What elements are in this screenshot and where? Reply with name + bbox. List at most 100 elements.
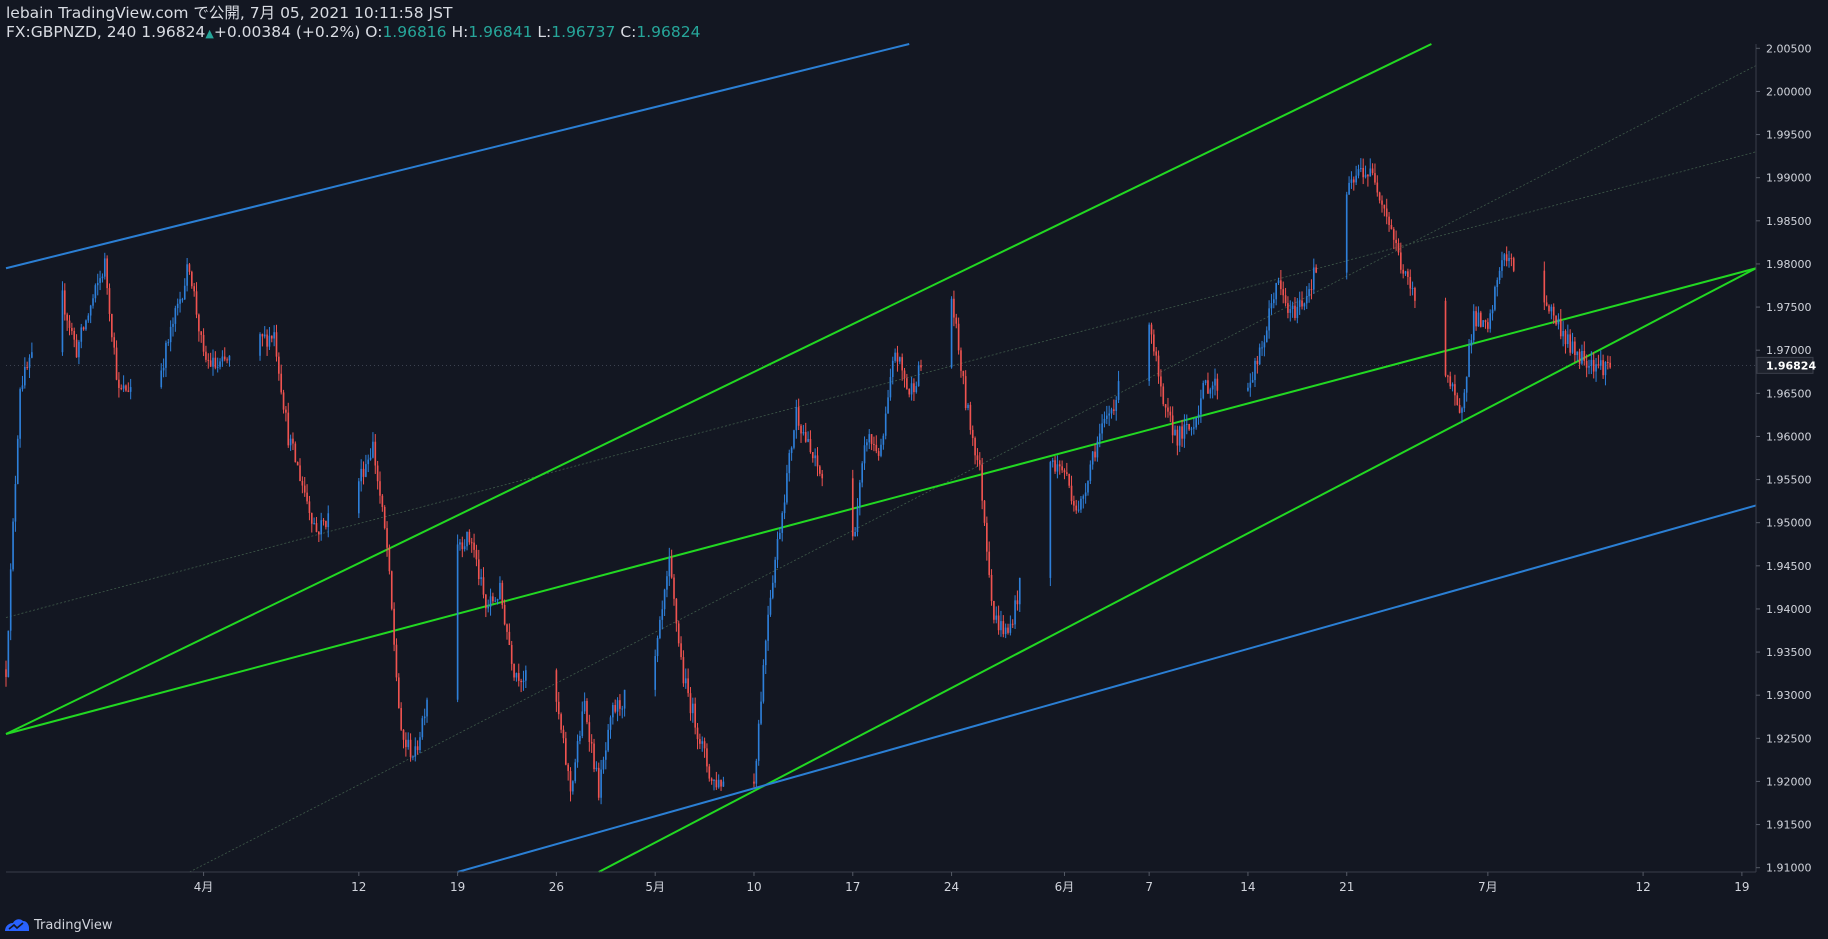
candle-body bbox=[703, 741, 706, 749]
candle-body bbox=[299, 465, 301, 481]
candle-body bbox=[1348, 182, 1350, 195]
blue-trendline[interactable] bbox=[5, 43, 910, 270]
candle-body bbox=[1280, 280, 1282, 290]
candle-body bbox=[997, 615, 1000, 631]
candle-body bbox=[477, 559, 480, 580]
candle-body bbox=[814, 455, 816, 459]
candle-body bbox=[1150, 324, 1153, 335]
candle-body bbox=[14, 483, 17, 522]
candle-body bbox=[85, 320, 87, 330]
candle-body bbox=[1482, 320, 1484, 327]
candle-body bbox=[903, 370, 906, 379]
ohlc-line: FX:GBPNZD, 240 1.96824▲+0.00384 (+0.2%) … bbox=[6, 23, 700, 43]
plot-area[interactable] bbox=[6, 44, 1756, 872]
candle-body bbox=[513, 663, 515, 678]
candle-body bbox=[1390, 224, 1393, 230]
candle-body bbox=[487, 606, 490, 609]
candle-body bbox=[1073, 501, 1075, 506]
candle-body bbox=[950, 298, 953, 368]
candle-body bbox=[1091, 451, 1094, 465]
candle-body bbox=[103, 258, 106, 277]
candle-body bbox=[1588, 365, 1590, 368]
candle-body bbox=[797, 407, 800, 426]
candle-body bbox=[362, 468, 365, 477]
candle-body bbox=[908, 388, 911, 395]
candle-body bbox=[851, 478, 854, 537]
candle-body bbox=[696, 727, 699, 740]
candle-body bbox=[913, 383, 915, 393]
candle-body bbox=[616, 700, 619, 712]
time-tick-label: 24 bbox=[944, 880, 959, 894]
candle-body bbox=[1496, 280, 1499, 288]
candle-body bbox=[183, 285, 186, 300]
price-tick-label: 1.94000 bbox=[1766, 603, 1812, 616]
candle-body bbox=[296, 462, 299, 466]
candle-body bbox=[779, 532, 781, 540]
candle-body bbox=[1350, 179, 1353, 183]
candle-body bbox=[1552, 306, 1555, 316]
candle-body bbox=[120, 387, 123, 389]
candle-body bbox=[621, 708, 624, 710]
candle-body bbox=[1305, 296, 1308, 304]
candle-body bbox=[1108, 413, 1110, 416]
candle-body bbox=[699, 739, 701, 744]
candle-body bbox=[489, 596, 492, 607]
candle-body bbox=[715, 779, 718, 788]
candle-body bbox=[1411, 288, 1414, 290]
candle-body bbox=[694, 703, 697, 728]
green-trendline[interactable] bbox=[5, 43, 1432, 735]
price-tick-label: 1.94500 bbox=[1766, 560, 1812, 573]
candle-body bbox=[971, 429, 974, 439]
candle-body bbox=[188, 264, 191, 272]
last-price-label: 1.96824 bbox=[1766, 359, 1816, 372]
candle-body bbox=[1364, 174, 1367, 178]
candle-body bbox=[1204, 380, 1207, 383]
price-tick-label: 1.96500 bbox=[1766, 387, 1812, 400]
candle-body bbox=[1602, 360, 1604, 376]
candle-body bbox=[557, 701, 560, 715]
candle-body bbox=[1065, 472, 1068, 474]
candle-body bbox=[884, 413, 887, 436]
symbol-label: FX:GBPNZD, 240 bbox=[6, 23, 137, 41]
candle-body bbox=[774, 559, 776, 583]
candle-body bbox=[181, 299, 184, 301]
green-trendline[interactable] bbox=[598, 267, 1757, 873]
candle-body bbox=[357, 481, 360, 514]
candle-body bbox=[590, 741, 593, 744]
time-tick-label: 12 bbox=[351, 880, 366, 894]
candle-body bbox=[172, 323, 174, 327]
candle-body bbox=[1461, 408, 1463, 413]
candle-body bbox=[1277, 280, 1280, 284]
candle-body bbox=[1080, 498, 1082, 510]
candle-body bbox=[68, 320, 71, 328]
candle-body bbox=[99, 278, 101, 283]
candle-body bbox=[212, 357, 214, 367]
candle-body bbox=[1567, 334, 1569, 345]
candle-body bbox=[1447, 375, 1449, 377]
candle-body bbox=[1498, 270, 1501, 281]
candle-body bbox=[1505, 254, 1508, 262]
candle-body bbox=[118, 379, 120, 388]
candle-body bbox=[228, 355, 231, 361]
green-trendline[interactable] bbox=[5, 267, 1757, 735]
time-axis[interactable]: 4月 12 19 26 5月 10 17 24 6月 7 14 21 7月 12 19 bbox=[194, 872, 1750, 894]
candle-body bbox=[1585, 360, 1588, 368]
candle-body bbox=[583, 700, 586, 712]
candle-body bbox=[28, 357, 31, 368]
candle-body bbox=[1559, 318, 1562, 337]
candle-body bbox=[73, 330, 76, 340]
candle-body bbox=[94, 285, 97, 299]
candle-body bbox=[1082, 496, 1085, 499]
price-tick-label: 1.99500 bbox=[1766, 129, 1812, 142]
candle-body bbox=[31, 352, 33, 358]
blue-trendline[interactable] bbox=[457, 504, 1757, 873]
candle-body bbox=[689, 693, 692, 714]
candle-body bbox=[259, 334, 261, 356]
high-value: 1.96841 bbox=[468, 23, 533, 41]
candle-body bbox=[1512, 258, 1515, 271]
candle-body bbox=[1070, 485, 1073, 502]
price-axis[interactable]: 2.00500 2.00000 1.99500 1.99000 1.98500 1.980… bbox=[1756, 42, 1816, 875]
candle-body bbox=[419, 737, 421, 751]
candle-body bbox=[266, 334, 268, 347]
